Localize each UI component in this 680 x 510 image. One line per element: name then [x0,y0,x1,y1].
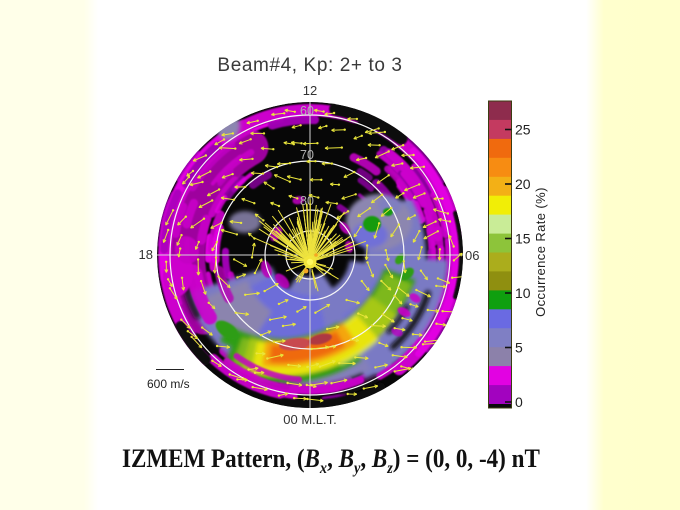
svg-text:70: 70 [300,148,314,162]
svg-text:15: 15 [515,231,531,247]
svg-text:25: 25 [515,122,531,138]
svg-text:10: 10 [515,285,531,301]
svg-text:20: 20 [515,176,531,192]
svg-text:60: 60 [300,104,314,118]
svg-text:0: 0 [515,394,523,410]
svg-text:5: 5 [515,340,523,356]
